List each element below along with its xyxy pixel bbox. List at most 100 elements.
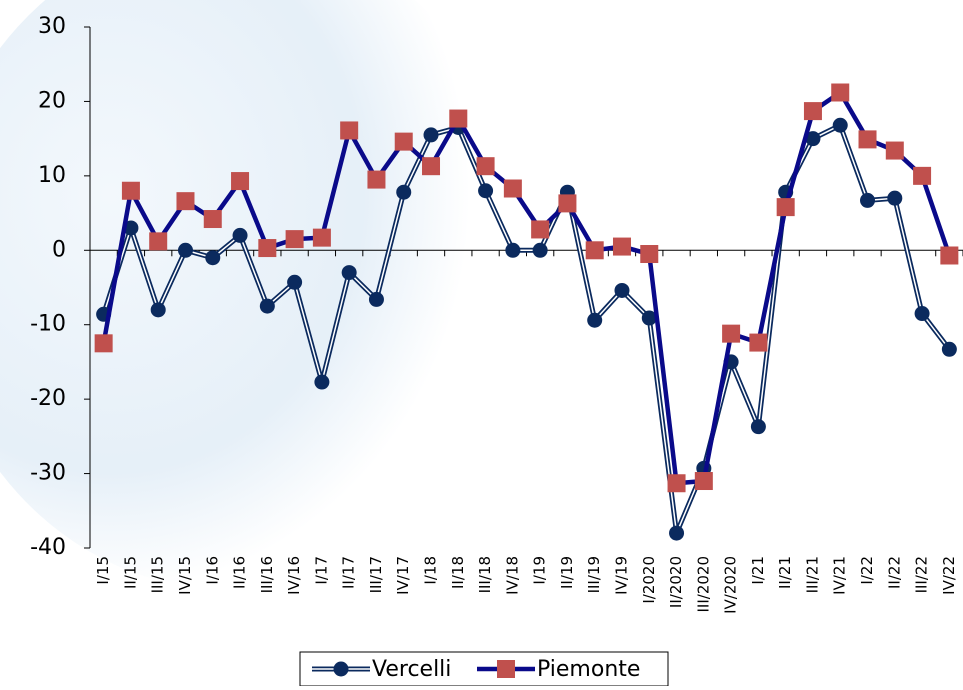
x-tick-label: I/21 — [749, 556, 767, 585]
marker — [149, 232, 168, 251]
marker — [531, 220, 550, 239]
x-tick-label: I/19 — [531, 556, 549, 585]
marker — [640, 245, 659, 264]
marker — [449, 109, 468, 128]
marker — [612, 237, 631, 256]
x-tick-label: IV/16 — [285, 556, 303, 595]
marker — [312, 228, 331, 247]
marker — [423, 127, 439, 143]
marker — [805, 131, 821, 147]
marker — [505, 242, 521, 258]
y-tick-label: 20 — [38, 88, 66, 113]
y-tick-label: -30 — [30, 461, 66, 486]
marker — [614, 282, 630, 298]
x-tick-label: I/18 — [422, 556, 440, 585]
marker — [368, 291, 384, 307]
marker — [858, 130, 877, 149]
marker — [177, 242, 193, 258]
marker — [914, 306, 930, 322]
marker — [940, 246, 959, 265]
x-tick-label: III/16 — [258, 556, 276, 593]
marker — [476, 157, 495, 176]
marker — [176, 192, 195, 211]
x-tick-label: III/18 — [476, 556, 494, 593]
y-tick-label: 0 — [52, 237, 66, 262]
x-tick-label: I/15 — [94, 556, 112, 585]
marker — [667, 474, 686, 493]
marker — [941, 341, 957, 357]
marker — [396, 184, 412, 200]
marker — [259, 298, 275, 314]
x-tick-label: III/2020 — [694, 556, 712, 613]
x-tick-label: IV/19 — [612, 556, 630, 595]
legend-marker — [333, 661, 349, 677]
y-tick-label: -20 — [30, 386, 66, 411]
x-tick-label: III/19 — [585, 556, 603, 593]
marker — [394, 132, 413, 151]
y-tick-label: 30 — [38, 14, 66, 39]
x-tick-label: II/22 — [885, 556, 903, 589]
y-tick-label: -40 — [30, 535, 66, 560]
series-line — [101, 90, 952, 486]
marker — [885, 141, 904, 160]
marker — [258, 239, 277, 258]
series-line-inner — [102, 124, 950, 534]
marker — [203, 210, 222, 229]
marker — [287, 274, 303, 290]
x-tick-label: III/17 — [367, 556, 385, 593]
marker — [232, 227, 248, 243]
marker — [749, 333, 768, 352]
x-tick-label: II/17 — [340, 556, 358, 589]
legend-label: Piemonte — [537, 657, 640, 682]
marker — [587, 312, 603, 328]
y-tick-label: 10 — [38, 163, 66, 188]
marker — [860, 192, 876, 208]
legend-label: Vercelli — [372, 657, 451, 682]
x-tick-label: II/15 — [121, 556, 139, 589]
marker — [913, 166, 932, 185]
marker — [669, 525, 685, 541]
marker — [694, 472, 713, 491]
x-tick-label: I/22 — [858, 556, 876, 585]
x-tick-label: IV/17 — [394, 556, 412, 595]
marker — [341, 265, 357, 281]
marker — [231, 172, 250, 191]
marker — [641, 310, 657, 326]
x-tick-label: II/2020 — [667, 556, 685, 608]
marker — [831, 83, 850, 102]
marker — [340, 121, 359, 140]
marker — [722, 324, 741, 343]
marker — [776, 198, 795, 217]
marker — [503, 179, 522, 198]
x-tick-label: I/16 — [203, 556, 221, 585]
marker — [314, 374, 330, 390]
x-tick-label: IV/22 — [940, 556, 958, 595]
x-tick-label: III/21 — [803, 556, 821, 593]
x-tick-label: II/16 — [231, 556, 249, 589]
marker — [285, 230, 304, 249]
x-tick-label: IV/15 — [176, 556, 194, 595]
x-tick-label: I/2020 — [640, 556, 658, 604]
x-tick-label: IV/18 — [503, 556, 521, 595]
x-tick-label: I/17 — [312, 556, 330, 585]
marker — [205, 250, 221, 266]
marker — [478, 183, 494, 199]
marker — [558, 194, 577, 213]
x-tick-label: IV/2020 — [722, 556, 740, 614]
marker — [422, 157, 441, 176]
marker — [150, 302, 166, 318]
x-tick-label: II/18 — [449, 556, 467, 589]
y-tick-label: -10 — [30, 312, 66, 337]
marker — [121, 181, 140, 200]
marker — [832, 117, 848, 133]
x-tick-label: III/15 — [149, 556, 167, 593]
marker — [367, 170, 386, 189]
marker — [887, 190, 903, 206]
marker — [750, 419, 766, 435]
marker — [532, 242, 548, 258]
marker — [803, 102, 822, 121]
x-tick-label: III/22 — [913, 556, 931, 593]
marker — [585, 241, 604, 260]
marker — [94, 334, 113, 353]
